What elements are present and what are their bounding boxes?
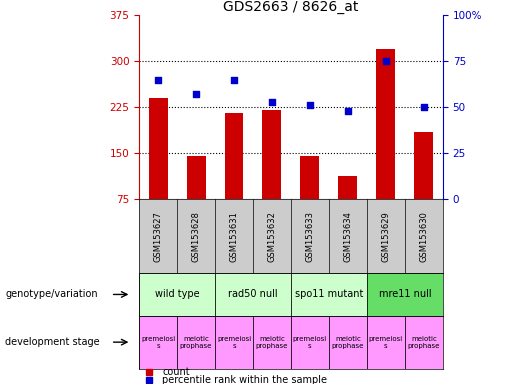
Text: percentile rank within the sample: percentile rank within the sample xyxy=(162,375,327,384)
Bar xyxy=(253,316,291,369)
Bar xyxy=(215,316,253,369)
Bar xyxy=(405,316,443,369)
Bar xyxy=(367,273,443,316)
Text: GSM153629: GSM153629 xyxy=(382,211,390,262)
Bar xyxy=(139,273,215,316)
Bar xyxy=(291,316,329,369)
Text: spo11 mutant: spo11 mutant xyxy=(295,290,363,300)
Bar xyxy=(215,273,291,316)
Text: GSM153628: GSM153628 xyxy=(192,211,200,262)
Text: meiotic
prophase: meiotic prophase xyxy=(256,336,288,349)
Bar xyxy=(263,110,282,245)
Text: meiotic
prophase: meiotic prophase xyxy=(332,336,364,349)
Text: GSM153634: GSM153634 xyxy=(344,211,352,262)
Point xyxy=(268,99,276,105)
Bar xyxy=(225,113,244,245)
Point xyxy=(382,58,390,65)
Point xyxy=(154,76,162,83)
Text: GSM153632: GSM153632 xyxy=(267,211,277,262)
Text: development stage: development stage xyxy=(5,337,100,347)
Text: premeiosi
s: premeiosi s xyxy=(369,336,403,349)
Point xyxy=(306,102,314,108)
Point xyxy=(344,108,352,114)
Text: mre11 null: mre11 null xyxy=(379,290,431,300)
Text: GSM153627: GSM153627 xyxy=(153,211,163,262)
Text: GSM153630: GSM153630 xyxy=(419,211,428,262)
Text: premeiosi
s: premeiosi s xyxy=(217,336,251,349)
Bar xyxy=(376,49,396,245)
Text: premeiosi
s: premeiosi s xyxy=(141,336,175,349)
Bar xyxy=(139,316,177,369)
Text: premeiosi
s: premeiosi s xyxy=(293,336,327,349)
Text: GSM153631: GSM153631 xyxy=(230,211,238,262)
Text: meiotic
prophase: meiotic prophase xyxy=(408,336,440,349)
Title: GDS2663 / 8626_at: GDS2663 / 8626_at xyxy=(224,0,358,14)
Bar xyxy=(338,176,357,245)
Bar xyxy=(300,156,319,245)
Bar xyxy=(148,98,167,245)
Bar xyxy=(186,156,205,245)
Text: count: count xyxy=(162,367,190,377)
Text: GSM153633: GSM153633 xyxy=(305,211,315,262)
Text: rad50 null: rad50 null xyxy=(228,290,278,300)
Bar xyxy=(291,273,367,316)
Point xyxy=(420,104,428,110)
Text: wild type: wild type xyxy=(154,290,199,300)
Bar xyxy=(329,316,367,369)
Text: meiotic
prophase: meiotic prophase xyxy=(180,336,212,349)
Text: genotype/variation: genotype/variation xyxy=(5,290,98,300)
Bar xyxy=(367,316,405,369)
Bar xyxy=(415,132,434,245)
Bar xyxy=(177,316,215,369)
Point xyxy=(192,91,200,98)
Point xyxy=(230,76,238,83)
